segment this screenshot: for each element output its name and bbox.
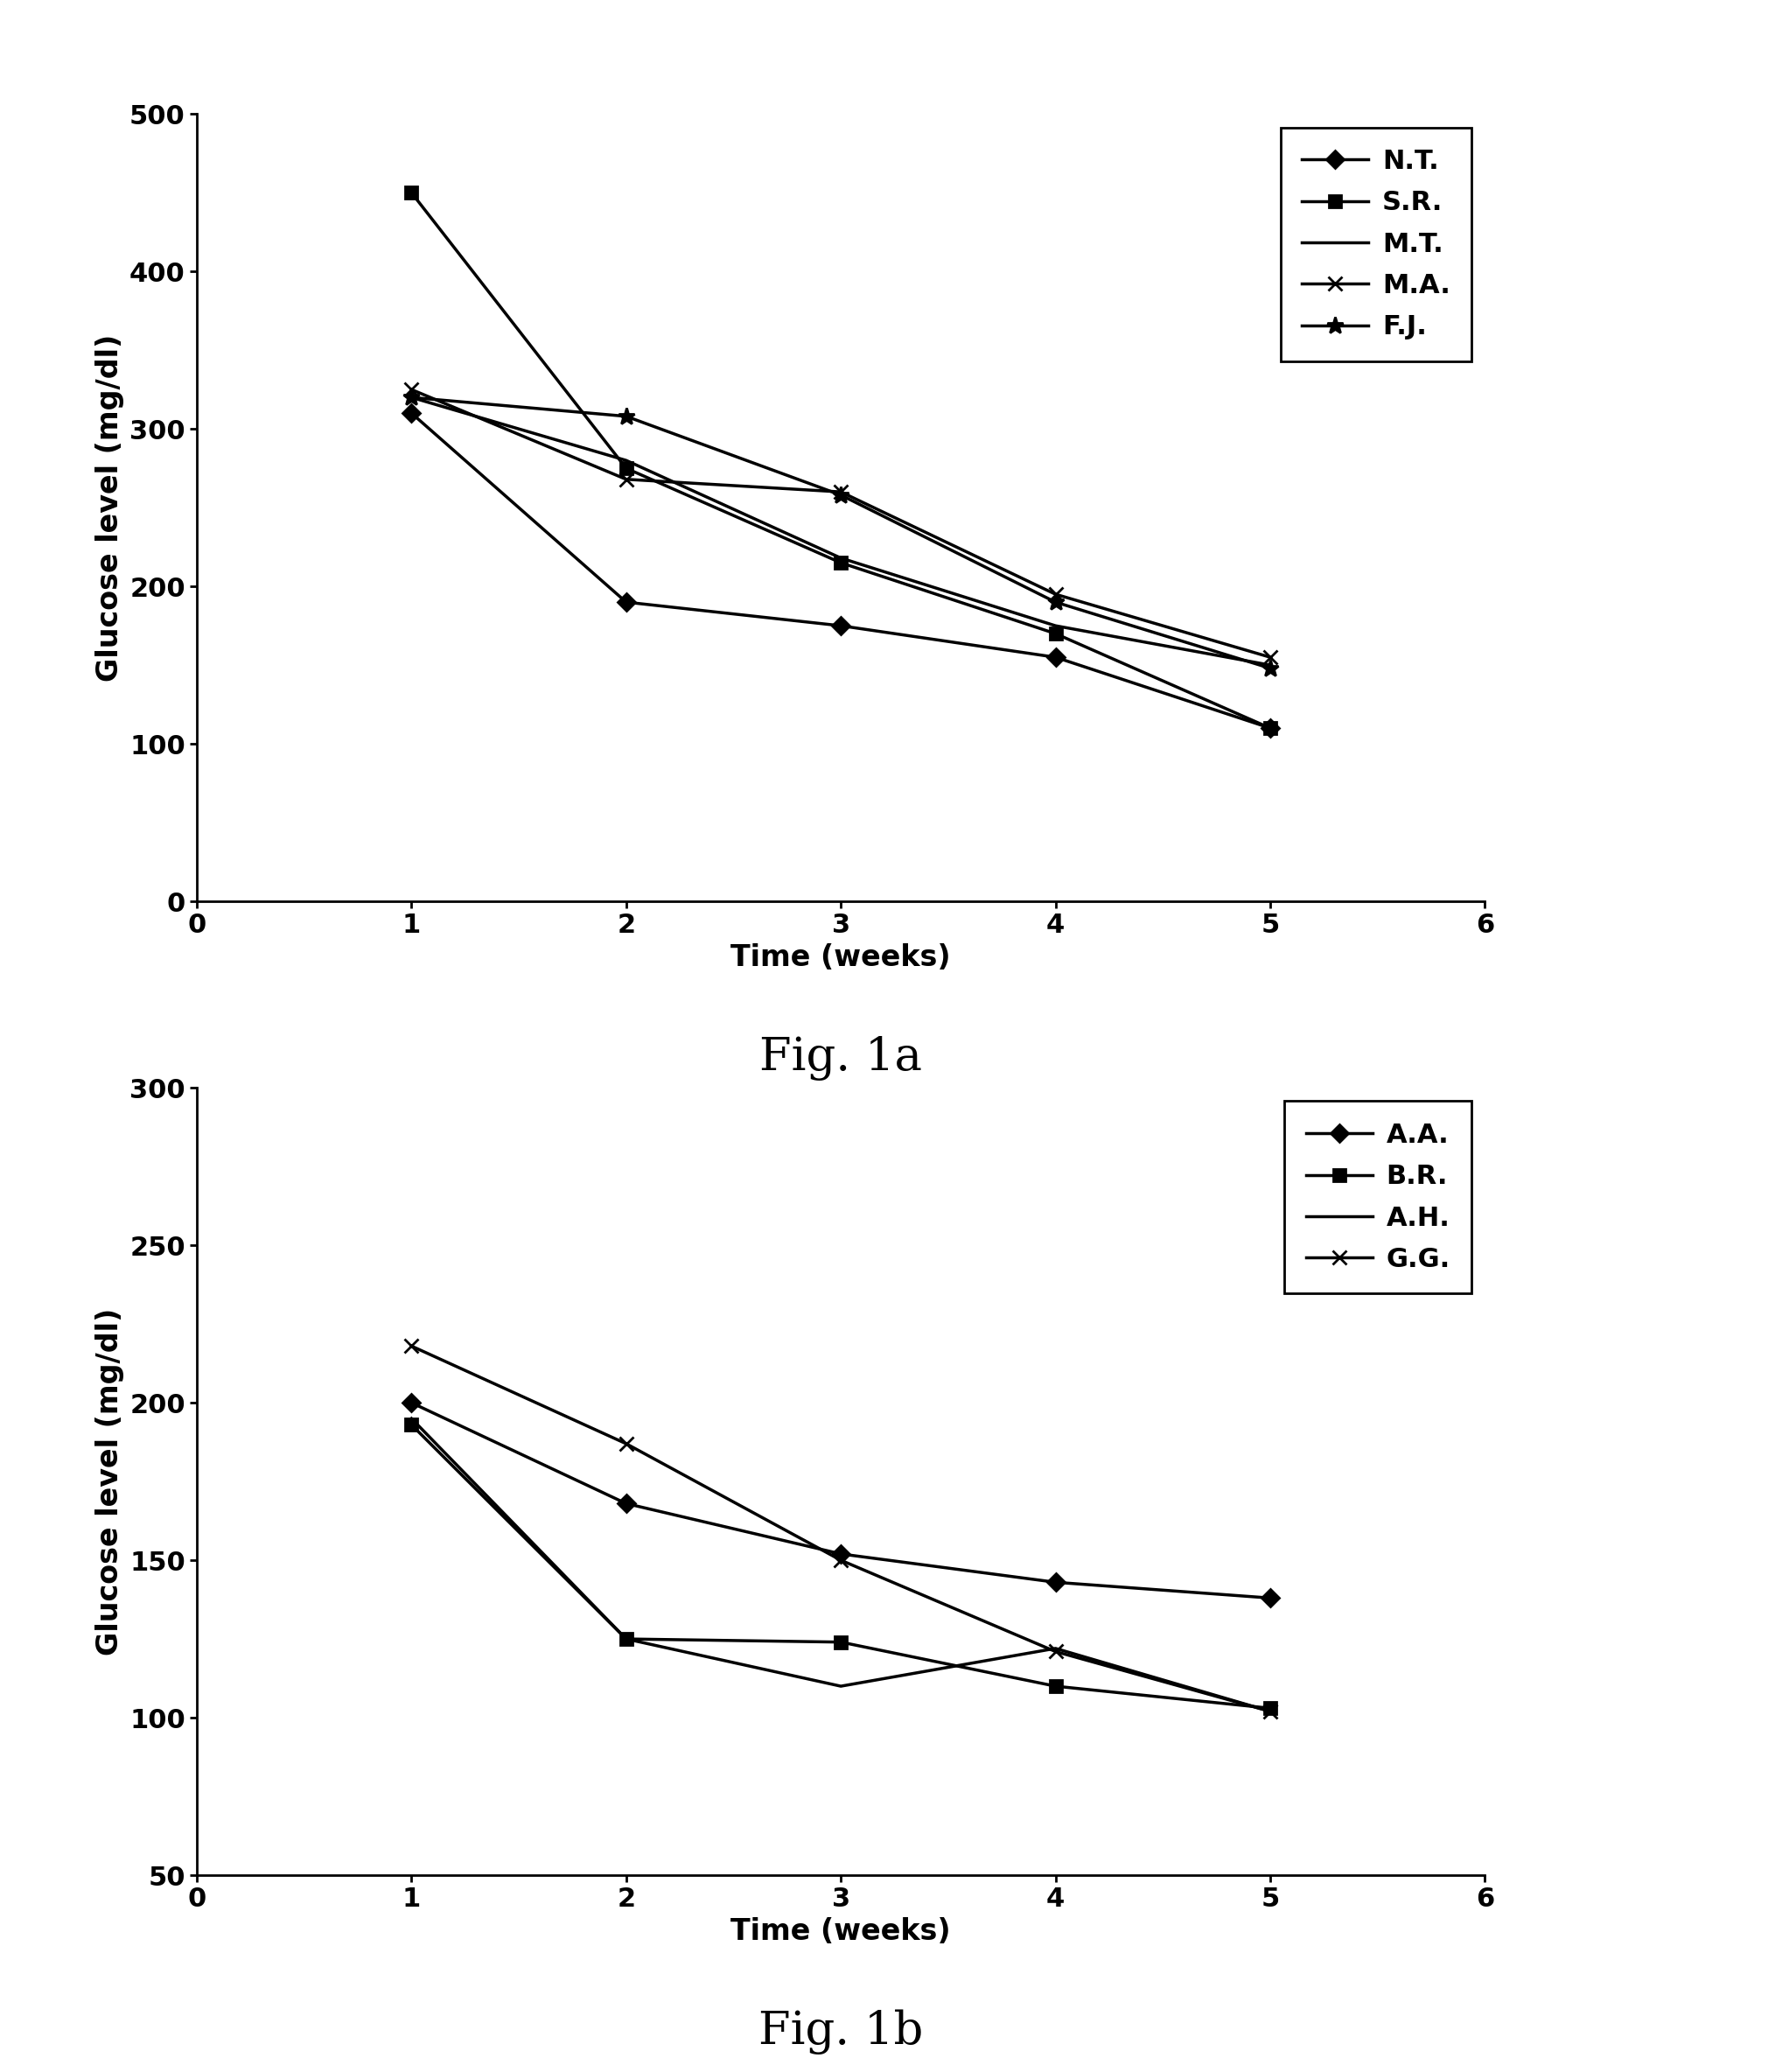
A.A.: [1259, 1585, 1281, 1610]
A.H.: [1045, 1637, 1066, 1662]
A.A.: [1045, 1571, 1066, 1595]
A.H.: [830, 1674, 852, 1699]
Legend: N.T., S.R., M.T., M.A., F.J.: N.T., S.R., M.T., M.A., F.J.: [1281, 126, 1472, 361]
Y-axis label: Glucose level (mg/dl): Glucose level (mg/dl): [97, 1307, 125, 1656]
N.T.: [615, 591, 637, 615]
A.A.: [615, 1492, 637, 1517]
Y-axis label: Glucose level (mg/dl): Glucose level (mg/dl): [97, 334, 125, 682]
M.A.: [1045, 582, 1066, 607]
M.A.: [401, 377, 422, 402]
B.R.: [830, 1631, 852, 1656]
F.J.: [615, 404, 637, 429]
G.G.: [615, 1432, 637, 1457]
Text: Fig. 1a: Fig. 1a: [760, 1036, 921, 1082]
A.A.: [401, 1390, 422, 1415]
A.A.: [830, 1542, 852, 1566]
F.J.: [401, 385, 422, 410]
S.R.: [830, 551, 852, 576]
S.R.: [1045, 622, 1066, 646]
Line: F.J.: F.J.: [403, 390, 1279, 678]
M.A.: [1259, 644, 1281, 669]
S.R.: [615, 456, 637, 481]
N.T.: [1259, 715, 1281, 740]
A.H.: [1259, 1699, 1281, 1724]
Line: G.G.: G.G.: [404, 1339, 1277, 1718]
B.R.: [401, 1413, 422, 1438]
Line: M.T.: M.T.: [411, 398, 1270, 665]
Line: B.R.: B.R.: [406, 1419, 1276, 1714]
N.T.: [1045, 644, 1066, 669]
S.R.: [401, 180, 422, 205]
N.T.: [401, 400, 422, 425]
Line: M.A.: M.A.: [404, 381, 1277, 665]
F.J.: [1259, 657, 1281, 682]
G.G.: [401, 1334, 422, 1359]
M.T.: [1045, 613, 1066, 638]
S.R.: [1259, 715, 1281, 740]
X-axis label: Time (weeks): Time (weeks): [730, 1917, 952, 1946]
M.T.: [615, 448, 637, 472]
G.G.: [1045, 1639, 1066, 1664]
Line: S.R.: S.R.: [406, 186, 1276, 733]
F.J.: [1045, 591, 1066, 615]
Legend: A.A., B.R., A.H., G.G.: A.A., B.R., A.H., G.G.: [1285, 1100, 1472, 1293]
G.G.: [830, 1548, 852, 1573]
Line: N.T.: N.T.: [406, 406, 1276, 733]
G.G.: [1259, 1699, 1281, 1724]
B.R.: [1045, 1674, 1066, 1699]
B.R.: [1259, 1695, 1281, 1720]
M.T.: [1259, 653, 1281, 678]
B.R.: [615, 1627, 637, 1651]
Line: A.A.: A.A.: [406, 1397, 1276, 1604]
N.T.: [830, 613, 852, 638]
X-axis label: Time (weeks): Time (weeks): [730, 943, 952, 972]
M.A.: [615, 466, 637, 491]
M.A.: [830, 479, 852, 503]
Line: A.H.: A.H.: [411, 1419, 1270, 1711]
F.J.: [830, 483, 852, 508]
M.T.: [830, 545, 852, 570]
M.T.: [401, 385, 422, 410]
A.H.: [401, 1407, 422, 1432]
A.H.: [615, 1627, 637, 1651]
Text: Fig. 1b: Fig. 1b: [759, 2010, 923, 2055]
